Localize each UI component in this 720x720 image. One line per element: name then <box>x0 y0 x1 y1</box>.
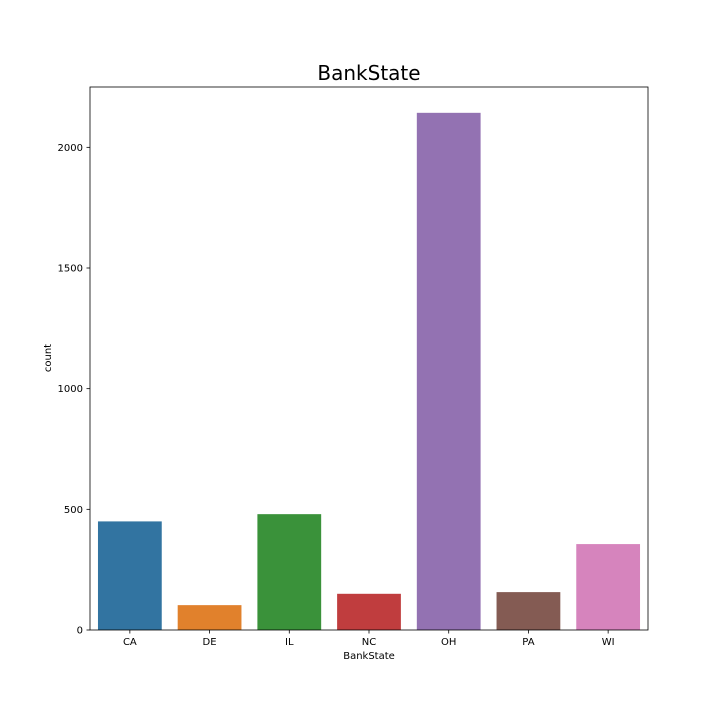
y-axis: 0 500 1000 1500 2000 <box>58 143 90 637</box>
bar-pa <box>496 592 561 630</box>
x-axis: CA DE IL NC OH PA WI <box>123 630 615 648</box>
x-tick-label: CA <box>123 637 137 648</box>
bars-group <box>97 112 641 630</box>
y-tick-label: 2000 <box>58 143 83 154</box>
bar-wi <box>576 544 641 630</box>
plot-frame <box>89 86 649 631</box>
bar-ca <box>97 521 162 630</box>
chart-title: BankState <box>317 61 420 85</box>
bar-oh <box>416 112 481 630</box>
x-tick-label: PA <box>522 637 534 648</box>
x-tick-label: WI <box>602 637 615 648</box>
x-tick-label: DE <box>203 637 217 648</box>
y-tick-label: 1500 <box>58 264 83 275</box>
bar-nc <box>337 593 401 630</box>
y-tick-label: 500 <box>64 505 83 516</box>
y-axis-label: count <box>43 344 54 372</box>
x-tick-label: OH <box>441 637 456 648</box>
y-tick-label: 0 <box>77 626 83 637</box>
x-axis-label: BankState <box>343 651 395 662</box>
bar-il <box>257 514 322 630</box>
bar-de <box>177 605 242 630</box>
x-tick-label: NC <box>362 637 376 648</box>
x-tick-label: IL <box>285 637 294 648</box>
y-tick-label: 1000 <box>58 384 83 395</box>
